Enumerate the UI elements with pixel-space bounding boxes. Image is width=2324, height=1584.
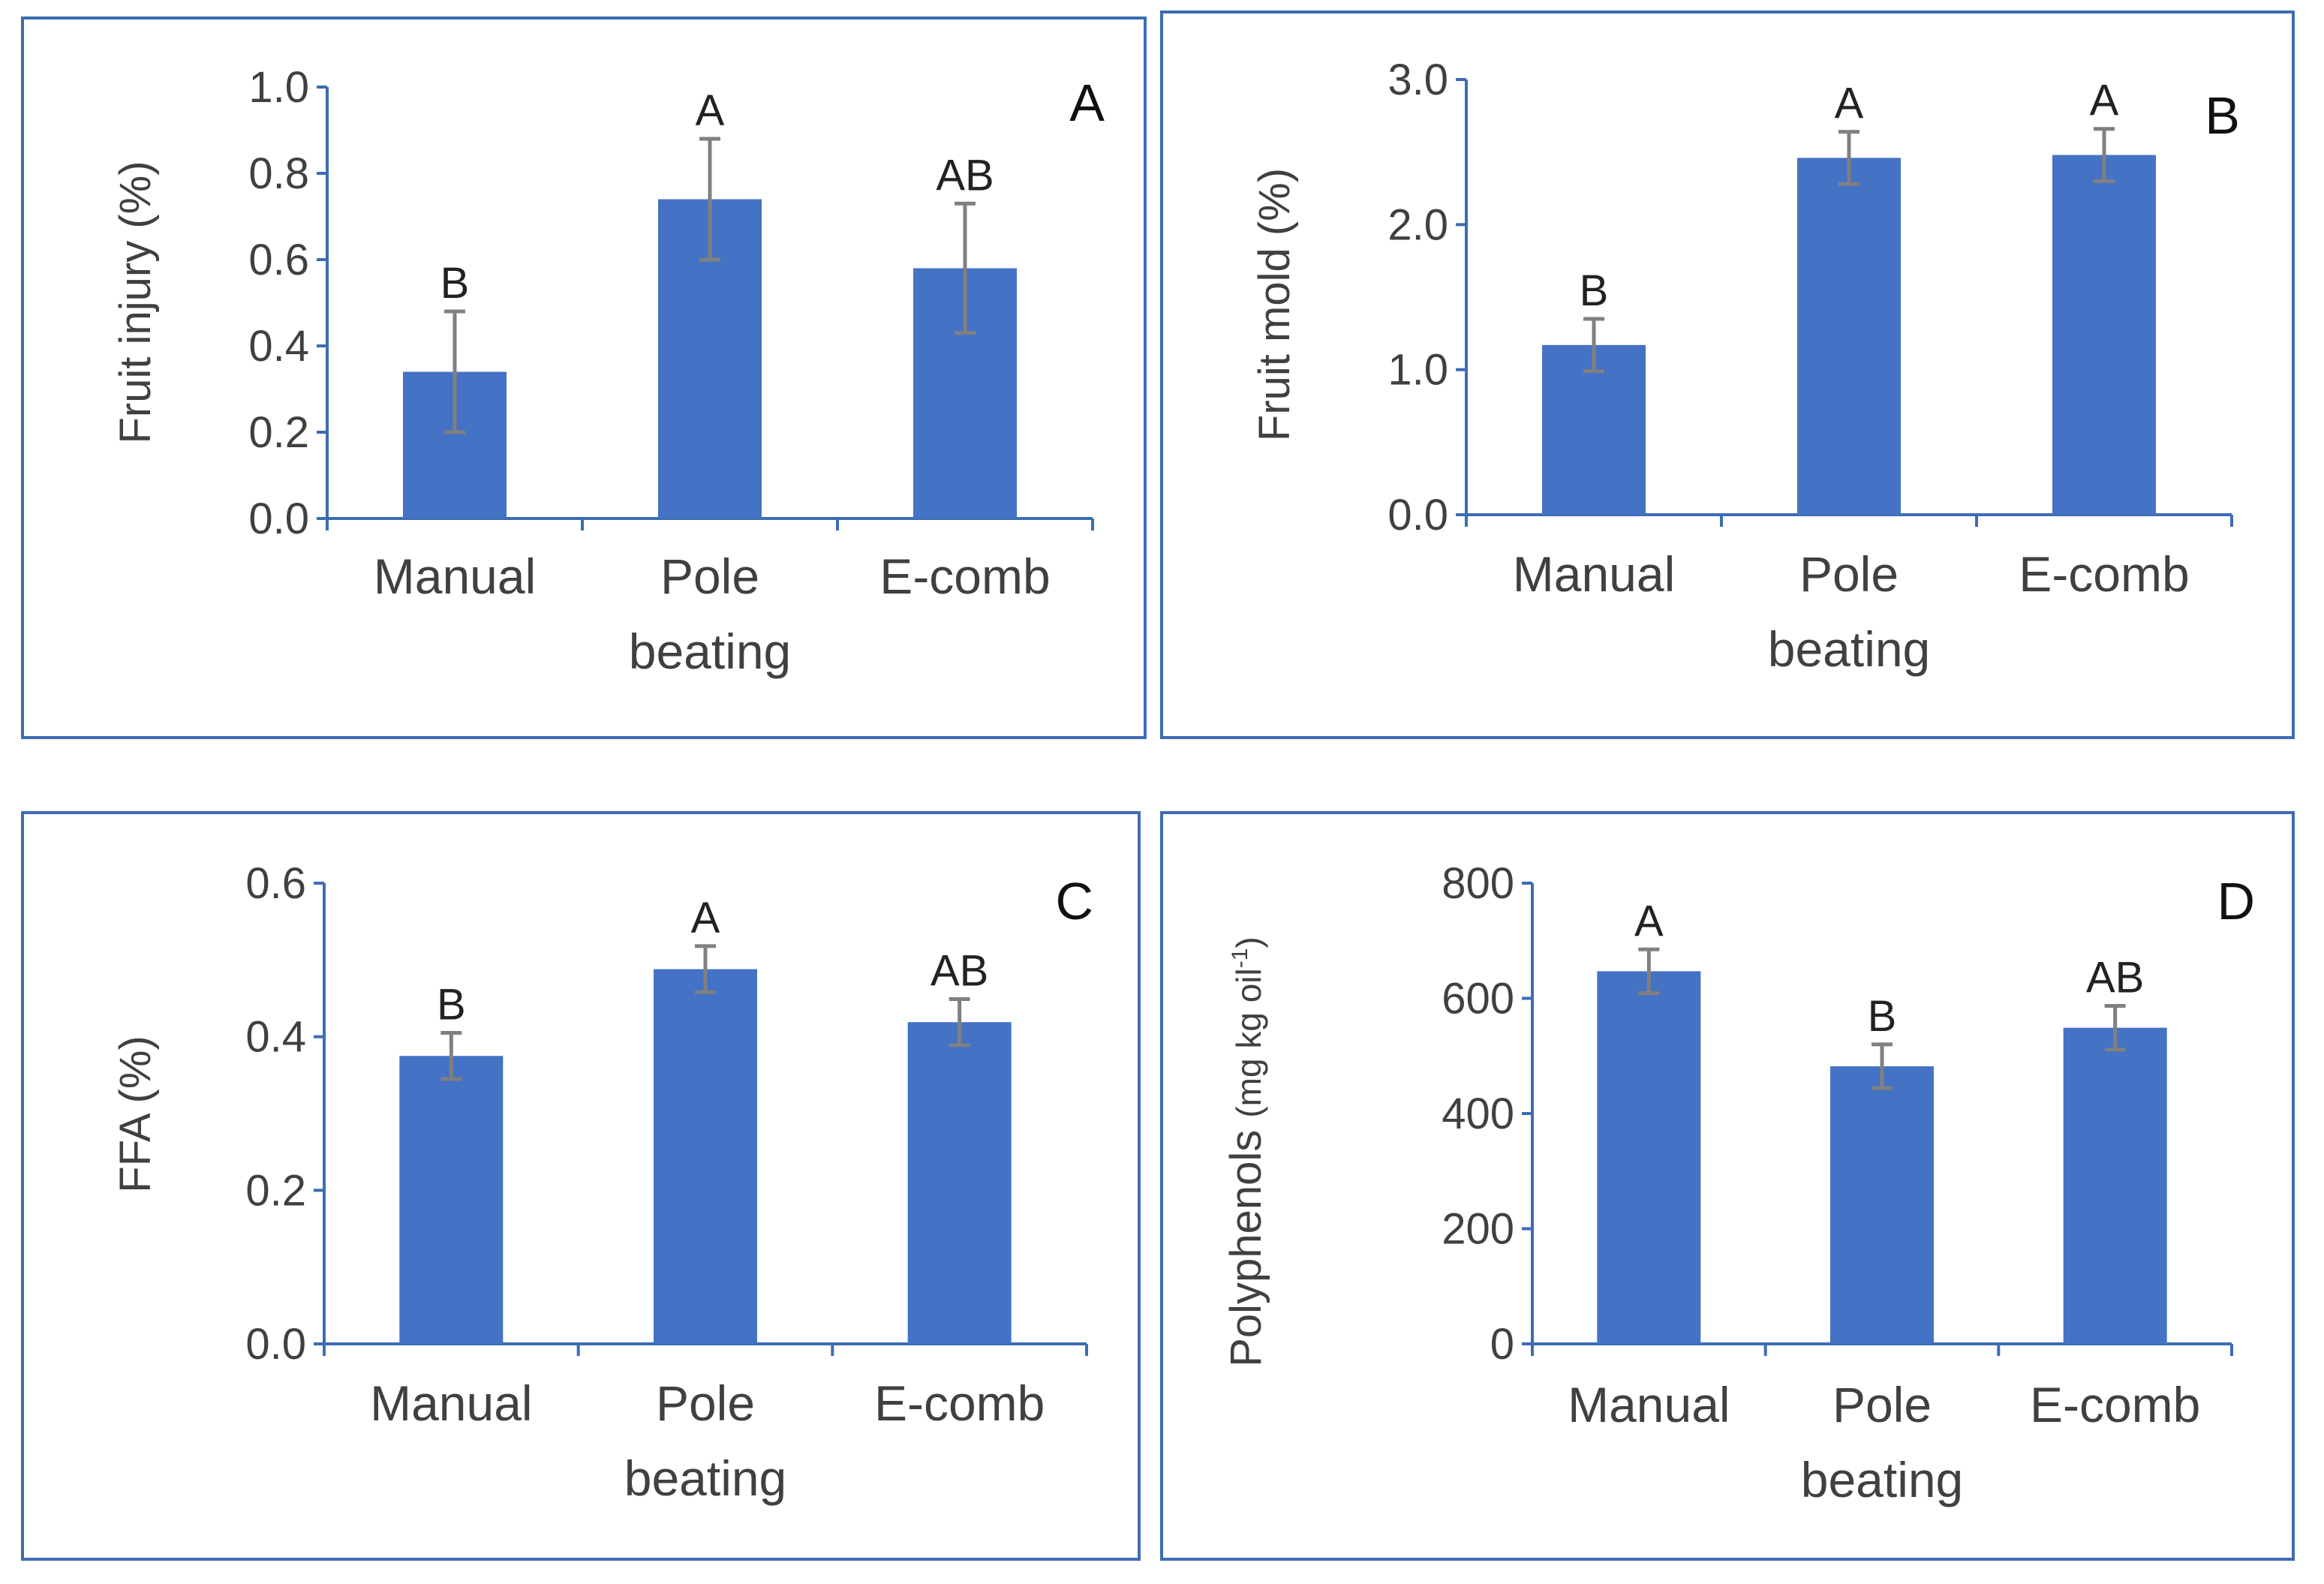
- significance-label: AB: [931, 947, 988, 996]
- y-tick-label: 1.0: [1387, 346, 1448, 395]
- bar-e-comb: [907, 1022, 1012, 1344]
- y-axis-label-main: Polyphenols: [1222, 1118, 1270, 1367]
- bar-manual: [1597, 971, 1701, 1344]
- chart-polyphenols: 0 200 400 600 800 A Manual B Pole beating AB E-comb…: [1222, 859, 2255, 1507]
- significance-label: B: [440, 259, 470, 308]
- y-tick-label: 0.2: [245, 1166, 306, 1215]
- y-axis-label-sup: -1: [1228, 948, 1252, 969]
- panel-c: 0.0 0.2 0.4 0.6 B Manual A Pole beating AB E-comb C…: [21, 811, 1141, 1561]
- y-tick-label: 800: [1442, 859, 1514, 908]
- bar-pole-beating: [654, 969, 757, 1344]
- y-tick-label: 0.6: [248, 236, 309, 284]
- y-axis-label-close: ): [1229, 936, 1268, 948]
- y-tick-label: 400: [1442, 1090, 1514, 1138]
- significance-label: B: [437, 981, 466, 1029]
- y-axis-label: Fruit mold (%): [1250, 168, 1299, 441]
- chart-ffa: 0.0 0.2 0.4 0.6 B Manual A Pole beating AB E-comb C…: [111, 859, 1093, 1506]
- category-label: E-comb: [879, 549, 1050, 604]
- category-label: Pole: [656, 1375, 755, 1431]
- y-tick-label: 3.0: [1387, 56, 1448, 104]
- y-axis-label: Fruit injury (%): [111, 161, 160, 443]
- y-tick-label: 2.0: [1387, 200, 1448, 249]
- y-tick-label: 0.0: [248, 494, 309, 543]
- bar-e-comb: [2063, 1027, 2167, 1344]
- bar-e-comb: [2052, 155, 2156, 515]
- y-tick-label: 0.0: [245, 1320, 306, 1369]
- y-axis-label-unit: (mg kg oil: [1229, 968, 1268, 1117]
- panel-letter: B: [2205, 86, 2240, 145]
- category-label: Pole: [1799, 546, 1899, 602]
- y-tick-label: 0.8: [248, 149, 309, 198]
- significance-label: A: [2090, 77, 2119, 125]
- significance-label: B: [1580, 266, 1609, 315]
- y-tick-label: 0: [1490, 1320, 1514, 1369]
- y-tick-label: 200: [1442, 1205, 1514, 1254]
- category-label: Manual: [1568, 1377, 1730, 1432]
- y-axis-label: Polyphenols (mg kg oil-1): [1222, 936, 1270, 1367]
- bar-manual: [1542, 344, 1646, 515]
- y-tick-label: 0.2: [248, 408, 309, 457]
- panel-letter: A: [1069, 74, 1105, 132]
- significance-label: A: [1835, 80, 1864, 128]
- y-tick-label: 600: [1442, 975, 1514, 1023]
- chart-fruit-injury: 0.0 0.2 0.4 0.6 0.8 1.0 B Manual A Pole beating AB E…: [111, 63, 1105, 679]
- panel-letter: D: [2217, 872, 2255, 930]
- bar-pole-beating: [1797, 158, 1901, 515]
- significance-label: A: [691, 894, 720, 942]
- panel-b: 0.0 1.0 2.0 3.0 B Manual A Pole beating A E-comb B F…: [1160, 11, 2295, 739]
- y-tick-label: 1.0: [248, 63, 309, 112]
- category-label: Manual: [1513, 546, 1675, 602]
- category-label: beating: [629, 624, 792, 679]
- bar-pole-beating: [1830, 1066, 1934, 1344]
- chart-fruit-mold: 0.0 1.0 2.0 3.0 B Manual A Pole beating A E-comb B F…: [1250, 56, 2240, 677]
- y-tick-label: 0.0: [1387, 491, 1448, 540]
- category-label: beating: [624, 1450, 787, 1506]
- category-label: E-comb: [874, 1375, 1045, 1431]
- y-tick-label: 0.6: [245, 859, 306, 908]
- panel-letter: C: [1055, 872, 1093, 930]
- category-label: beating: [1768, 621, 1931, 677]
- panel-d: 0 200 400 600 800 A Manual B Pole beating AB E-comb…: [1160, 811, 2295, 1561]
- y-tick-label: 0.4: [245, 1013, 306, 1062]
- significance-label: A: [696, 86, 725, 135]
- bar-manual: [399, 1056, 504, 1344]
- category-label: E-comb: [2030, 1377, 2200, 1432]
- category-label: Pole: [660, 549, 759, 604]
- panel-a: 0.0 0.2 0.4 0.6 0.8 1.0 B Manual A Pole beating AB E…: [21, 17, 1147, 739]
- y-tick-label: 0.4: [248, 322, 309, 371]
- category-label: E-comb: [2019, 546, 2189, 602]
- category-label: Pole: [1832, 1377, 1932, 1432]
- category-label: beating: [1801, 1452, 1964, 1507]
- y-axis-label: FFA (%): [111, 1035, 160, 1192]
- significance-label: B: [1868, 992, 1897, 1041]
- significance-label: AB: [2086, 953, 2144, 1002]
- category-label: Manual: [374, 549, 536, 604]
- significance-label: A: [1634, 897, 1664, 945]
- category-label: Manual: [370, 1375, 532, 1431]
- significance-label: AB: [936, 151, 994, 200]
